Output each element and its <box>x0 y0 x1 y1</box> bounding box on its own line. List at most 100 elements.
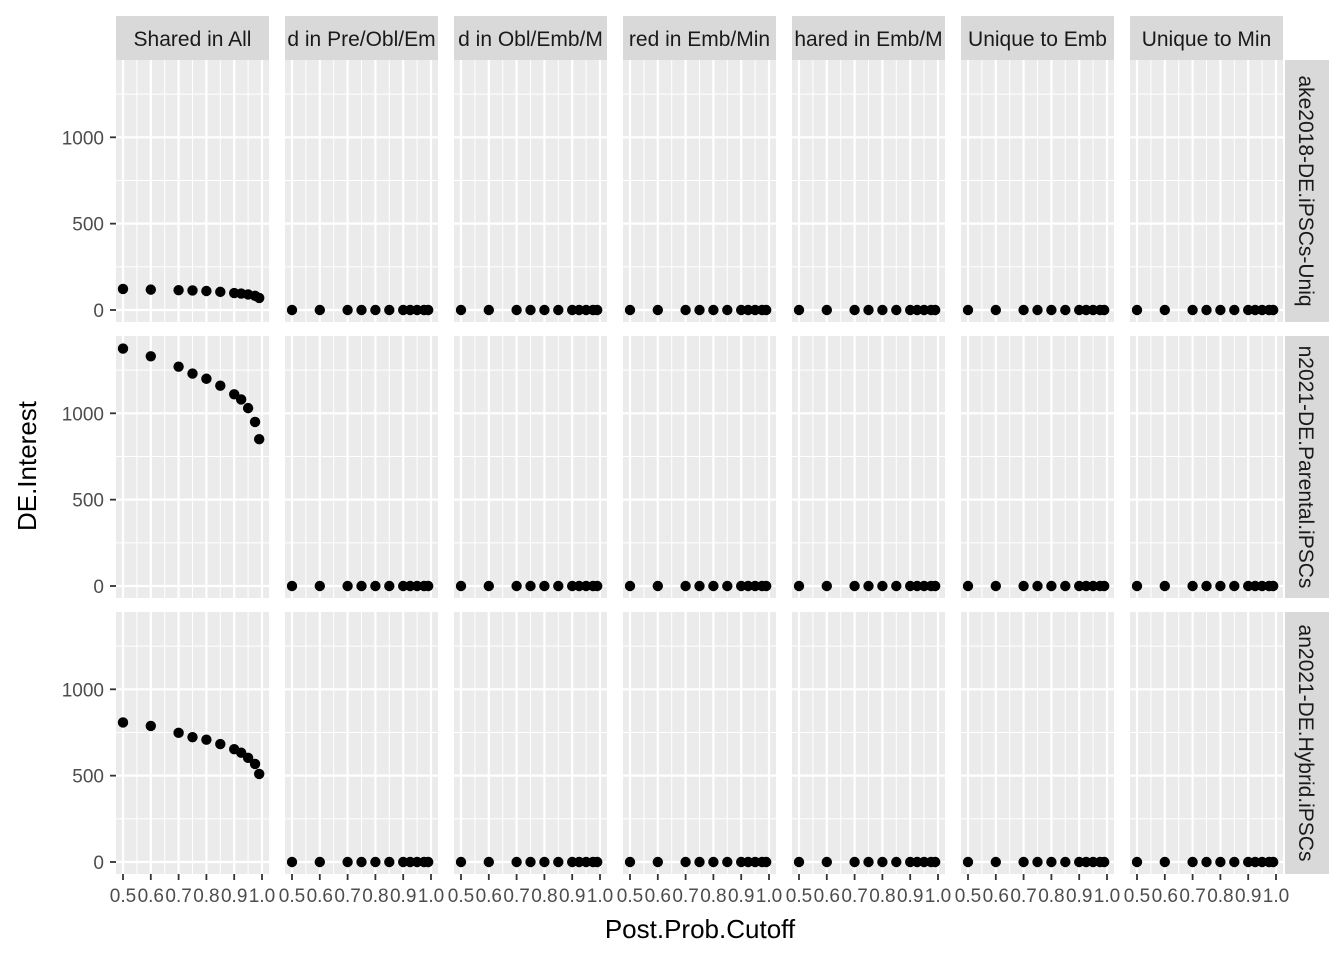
data-point <box>201 734 212 745</box>
x-tick-label: 0.7 <box>165 886 191 907</box>
column-strip-label: Unique to Min <box>1142 28 1272 51</box>
data-point <box>201 285 212 297</box>
data-point <box>1201 856 1212 868</box>
data-point <box>680 304 691 316</box>
data-point <box>286 580 298 592</box>
column-strip-label: hared in Emb/M <box>794 28 942 51</box>
data-point <box>624 856 636 868</box>
data-point <box>592 304 603 316</box>
panel-r3-c1 <box>116 612 269 874</box>
data-point <box>173 284 184 296</box>
column-strip-6: Unique to Emb <box>961 16 1114 60</box>
data-point <box>1018 580 1029 592</box>
data-point <box>1099 580 1110 592</box>
y-tick-label: 0 <box>93 577 104 598</box>
y-tick-label: 0 <box>93 853 104 874</box>
data-point <box>849 856 860 868</box>
x-tick-label: 0.5 <box>786 886 812 907</box>
x-tick-label: 0.8 <box>869 886 895 907</box>
column-strip-5: hared in Emb/M <box>792 16 945 60</box>
strip-background <box>285 16 438 60</box>
x-tick-label: 0.6 <box>983 886 1009 907</box>
data-point <box>592 580 603 592</box>
x-tick-label: 0.9 <box>1235 886 1261 907</box>
data-point <box>821 856 832 868</box>
data-point <box>215 380 226 391</box>
data-point <box>1229 856 1240 868</box>
data-point <box>201 373 212 384</box>
panel-r2-c7 <box>1130 336 1283 598</box>
data-point <box>849 580 860 592</box>
panel-r2-c6 <box>961 336 1114 598</box>
x-tick-label: 0.6 <box>307 886 333 907</box>
data-point <box>877 580 888 592</box>
data-point <box>652 856 663 868</box>
panel-r2-c1 <box>116 336 269 598</box>
data-point <box>117 283 129 295</box>
data-point <box>930 580 941 592</box>
data-point <box>423 580 434 592</box>
panel-r3-c5 <box>792 612 945 874</box>
data-point <box>1159 580 1171 592</box>
data-point <box>930 304 941 316</box>
x-tick-label: 1.0 <box>1094 886 1120 907</box>
y-tick-label: 500 <box>72 767 104 788</box>
data-point <box>1159 304 1171 316</box>
data-point <box>877 856 888 868</box>
data-point <box>254 434 265 445</box>
data-point <box>370 856 381 868</box>
data-point <box>242 752 254 764</box>
panel-r3-c2 <box>285 612 438 874</box>
data-point <box>1159 856 1171 868</box>
y-tick-label: 1000 <box>62 128 104 149</box>
data-point <box>511 856 522 868</box>
data-point <box>891 580 902 592</box>
data-point <box>455 580 467 592</box>
data-point <box>1131 304 1143 316</box>
data-point <box>708 856 719 868</box>
x-tick-label: 0.6 <box>1152 886 1178 907</box>
row-strip-1: ake2018-DE.iPSCs-Uniq <box>1285 60 1329 322</box>
data-point <box>455 856 467 868</box>
data-point <box>342 304 353 316</box>
panel-r2-c4 <box>623 336 776 598</box>
x-tick-label: 0.9 <box>1066 886 1092 907</box>
data-point <box>511 580 522 592</box>
data-point <box>793 856 805 868</box>
data-point <box>254 768 265 780</box>
data-point <box>187 285 198 296</box>
panel-r1-c3 <box>454 60 607 322</box>
data-point <box>249 416 261 428</box>
x-axis-title: Post.Prob.Cutoff <box>605 914 796 944</box>
row-strip-label: an2021-DE.Hybrid.iPSCs <box>1294 625 1317 862</box>
strip-background <box>623 16 776 60</box>
data-point <box>1201 580 1212 592</box>
strip-background <box>116 16 269 60</box>
x-tick-label: 0.9 <box>559 886 585 907</box>
strip-background <box>454 16 607 60</box>
x-tick-label: 1.0 <box>756 886 782 907</box>
data-point <box>863 304 874 316</box>
panel-r1-c4 <box>623 60 776 322</box>
data-point <box>370 580 381 592</box>
data-point <box>215 286 226 298</box>
data-point <box>356 304 367 316</box>
data-point <box>1046 580 1057 592</box>
panel-r3-c4 <box>623 612 776 874</box>
x-tick-label: 1.0 <box>587 886 613 907</box>
data-point <box>694 856 705 868</box>
data-point <box>793 580 805 592</box>
panel-r3-c7 <box>1130 612 1283 874</box>
data-point <box>708 304 719 316</box>
data-point <box>708 580 719 592</box>
x-tick-label: 1.0 <box>1263 886 1289 907</box>
data-point <box>384 304 395 316</box>
data-point <box>1187 580 1198 592</box>
row-strip-label: n2021-DE.Parental.iPSCs <box>1294 346 1317 589</box>
data-point <box>962 304 974 316</box>
strip-background <box>1285 336 1329 598</box>
x-tick-label: 0.6 <box>476 886 502 907</box>
data-point <box>423 856 434 868</box>
x-tick-label: 0.7 <box>672 886 698 907</box>
data-point <box>483 856 494 868</box>
